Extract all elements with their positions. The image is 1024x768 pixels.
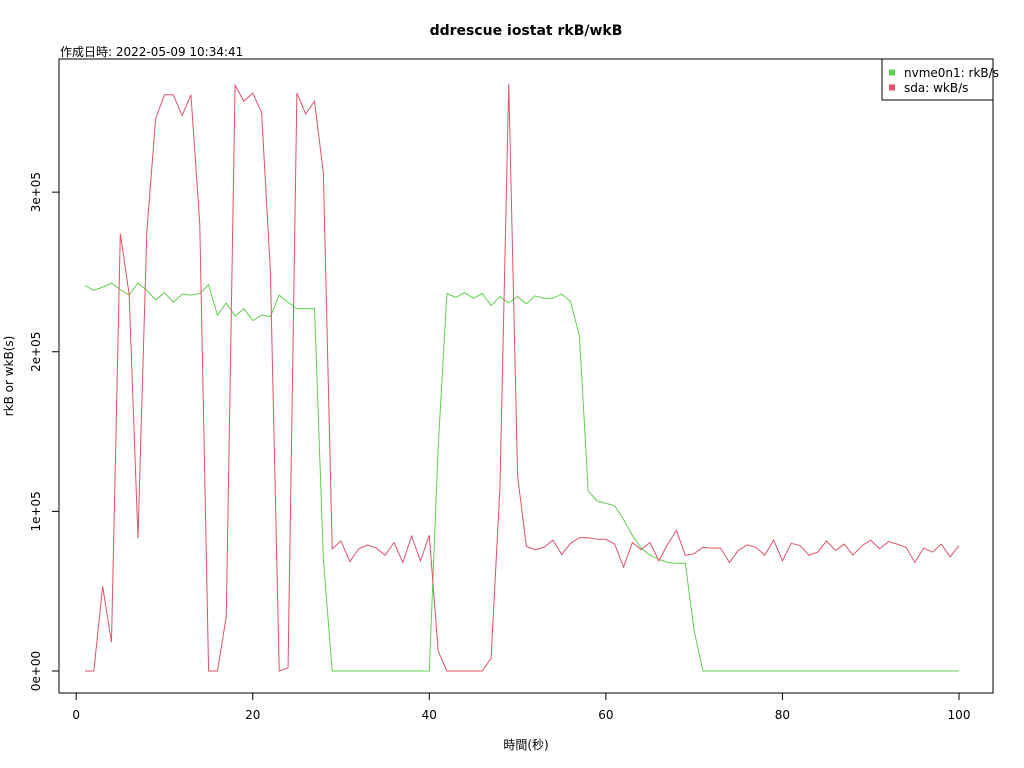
x-tick-label: 80	[775, 708, 790, 722]
legend-swatch	[889, 69, 895, 76]
y-tick-label: 2e+05	[29, 332, 43, 372]
series-line-2	[85, 83, 960, 672]
x-tick-label: 60	[598, 708, 613, 722]
chart-subtitle: 作成日時: 2022-05-09 10:34:41	[60, 45, 243, 59]
legend-swatch	[889, 84, 895, 91]
y-tick-label: 1e+05	[29, 491, 43, 531]
x-axis-label: 時間(秒)	[503, 738, 548, 752]
y-axis-label: rkB or wkB(s)	[2, 336, 16, 417]
x-tick-label: 100	[948, 708, 971, 722]
series-line-1	[84, 282, 959, 672]
chart-title: ddrescue iostat rkB/wkB	[430, 23, 623, 39]
x-tick-label: 20	[245, 708, 260, 722]
x-axis: 0 20 40 60 80 100	[72, 692, 971, 722]
legend-label: nvme0n1: rkB/s	[904, 66, 999, 80]
y-tick-label: 0e+00	[29, 651, 43, 691]
y-tick-label: 3e+05	[29, 172, 43, 212]
x-tick-label: 0	[72, 708, 80, 722]
series-layer	[84, 83, 960, 672]
x-tick-label: 40	[422, 708, 437, 722]
legend-box	[881, 58, 994, 101]
legend-label: sda: wkB/s	[904, 81, 968, 95]
y-axis: 0e+00 1e+05 2e+05 3e+05	[29, 172, 60, 691]
